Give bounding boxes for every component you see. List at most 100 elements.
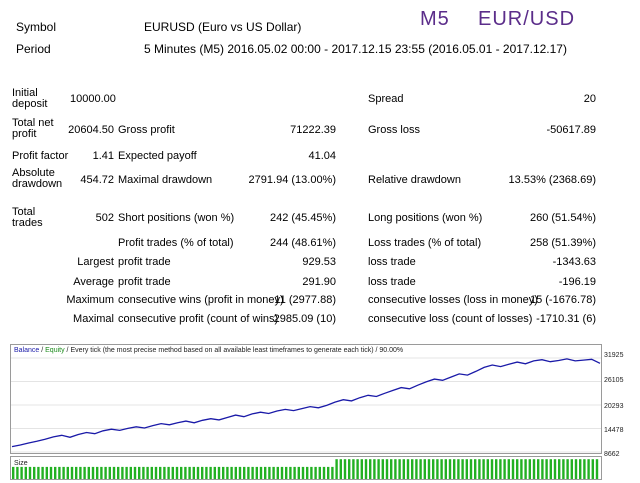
y-tick-label: 26105 — [604, 377, 624, 384]
size-bar — [301, 466, 305, 479]
size-bar — [171, 466, 174, 479]
short-positions-value: 242 (45.45%) — [269, 212, 336, 224]
size-bar — [402, 459, 405, 479]
size-bar — [297, 466, 300, 479]
size-bar — [234, 466, 237, 479]
size-bar — [381, 459, 384, 479]
size-bar — [16, 466, 19, 479]
size-bar — [112, 466, 116, 479]
size-bar — [524, 459, 527, 479]
maximal-drawdown-value: 2791.94 (13.00%) — [248, 174, 336, 186]
size-bar — [268, 466, 271, 479]
size-bar — [129, 466, 132, 479]
size-bar — [503, 459, 506, 479]
maximal-consec-loss-label: consecutive loss (count of losses) — [368, 313, 533, 325]
size-bar — [154, 466, 158, 479]
size-bar — [247, 466, 250, 479]
size-bar — [377, 459, 380, 479]
profit-trades-label: Profit trades (% of total) — [118, 237, 234, 249]
size-bar — [306, 466, 309, 479]
size-bar — [79, 466, 82, 479]
relative-drawdown-label: Relative drawdown — [368, 174, 461, 186]
balance-chart — [10, 344, 638, 480]
size-bar — [545, 459, 548, 479]
size-bar — [595, 459, 599, 479]
size-bar — [192, 466, 195, 479]
size-bar — [49, 466, 53, 479]
size-bar — [549, 459, 552, 479]
gross-loss-label: Gross loss — [368, 124, 420, 136]
size-bar — [495, 459, 498, 479]
initial-deposit-label: Initial deposit — [12, 87, 48, 110]
size-bar — [339, 459, 342, 479]
size-bar — [499, 459, 502, 479]
size-bar — [70, 466, 74, 479]
initial-deposit-value: 10000.00 — [70, 93, 116, 105]
size-bar — [293, 466, 296, 479]
size-bar — [104, 466, 107, 479]
size-bar — [520, 459, 523, 479]
size-bar — [108, 466, 111, 479]
balance-line — [11, 358, 601, 448]
size-bar — [436, 459, 439, 479]
size-bar — [226, 466, 229, 479]
size-bar — [238, 466, 242, 479]
absolute-drawdown-value: 454.72 — [80, 174, 114, 186]
size-bar — [251, 466, 254, 479]
max-consec-losses-label: consecutive losses (loss in money) — [368, 294, 538, 306]
short-positions-label: Short positions (won %) — [118, 212, 235, 224]
size-bar — [369, 459, 372, 479]
size-bar — [591, 459, 594, 479]
maximal-drawdown-label: Maximal drawdown — [118, 174, 213, 186]
spread-value: 20 — [583, 93, 596, 105]
size-bar — [352, 459, 355, 479]
size-bar — [41, 466, 44, 479]
size-bar — [264, 466, 267, 479]
balance-chart-svg — [10, 344, 602, 480]
largest-loss-label: loss trade — [368, 256, 416, 268]
size-bar — [541, 459, 544, 479]
size-bar — [133, 466, 137, 479]
size-bar — [348, 459, 351, 479]
size-bar — [117, 466, 120, 479]
size-bar — [285, 466, 288, 479]
legend-balance: Balance — [14, 347, 40, 354]
size-bar — [213, 466, 216, 479]
size-bar — [444, 459, 447, 479]
size-bar — [243, 466, 246, 479]
size-bar — [142, 466, 145, 479]
size-bar — [33, 466, 36, 479]
size-bar — [587, 459, 590, 479]
chart-legend: Balance / Equity / Every tick (the most … — [14, 347, 403, 354]
size-bar — [440, 459, 443, 479]
size-bar — [37, 466, 40, 479]
size-bar — [83, 466, 86, 479]
size-bar — [537, 459, 540, 479]
size-bar — [209, 466, 212, 479]
size-bar — [562, 459, 565, 479]
size-label: Size — [14, 460, 28, 467]
size-bar — [188, 466, 191, 479]
period-label: Period — [16, 42, 51, 56]
size-bar — [96, 466, 99, 479]
size-bar — [146, 466, 149, 479]
size-bar — [159, 466, 162, 479]
size-bar — [570, 459, 573, 479]
size-bar — [125, 466, 128, 479]
legend-equity: Equity — [45, 347, 65, 354]
symbol-value: EURUSD (Euro vs US Dollar) — [144, 20, 302, 34]
size-bar — [343, 459, 347, 479]
y-tick-label: 14478 — [604, 427, 624, 434]
title-timeframe: M5 — [420, 8, 450, 30]
size-bar — [411, 459, 414, 479]
size-bar — [276, 466, 279, 479]
largest-loss-value: -1343.63 — [552, 256, 596, 268]
size-bar — [469, 459, 473, 479]
size-bar — [66, 466, 69, 479]
size-bar — [318, 466, 321, 479]
max-consec-wins-value: 11 (2977.88) — [274, 294, 336, 306]
expected-payoff-label: Expected payoff — [118, 150, 197, 162]
size-bar — [566, 459, 569, 479]
grid-lines — [11, 357, 601, 453]
size-bar — [58, 466, 61, 479]
